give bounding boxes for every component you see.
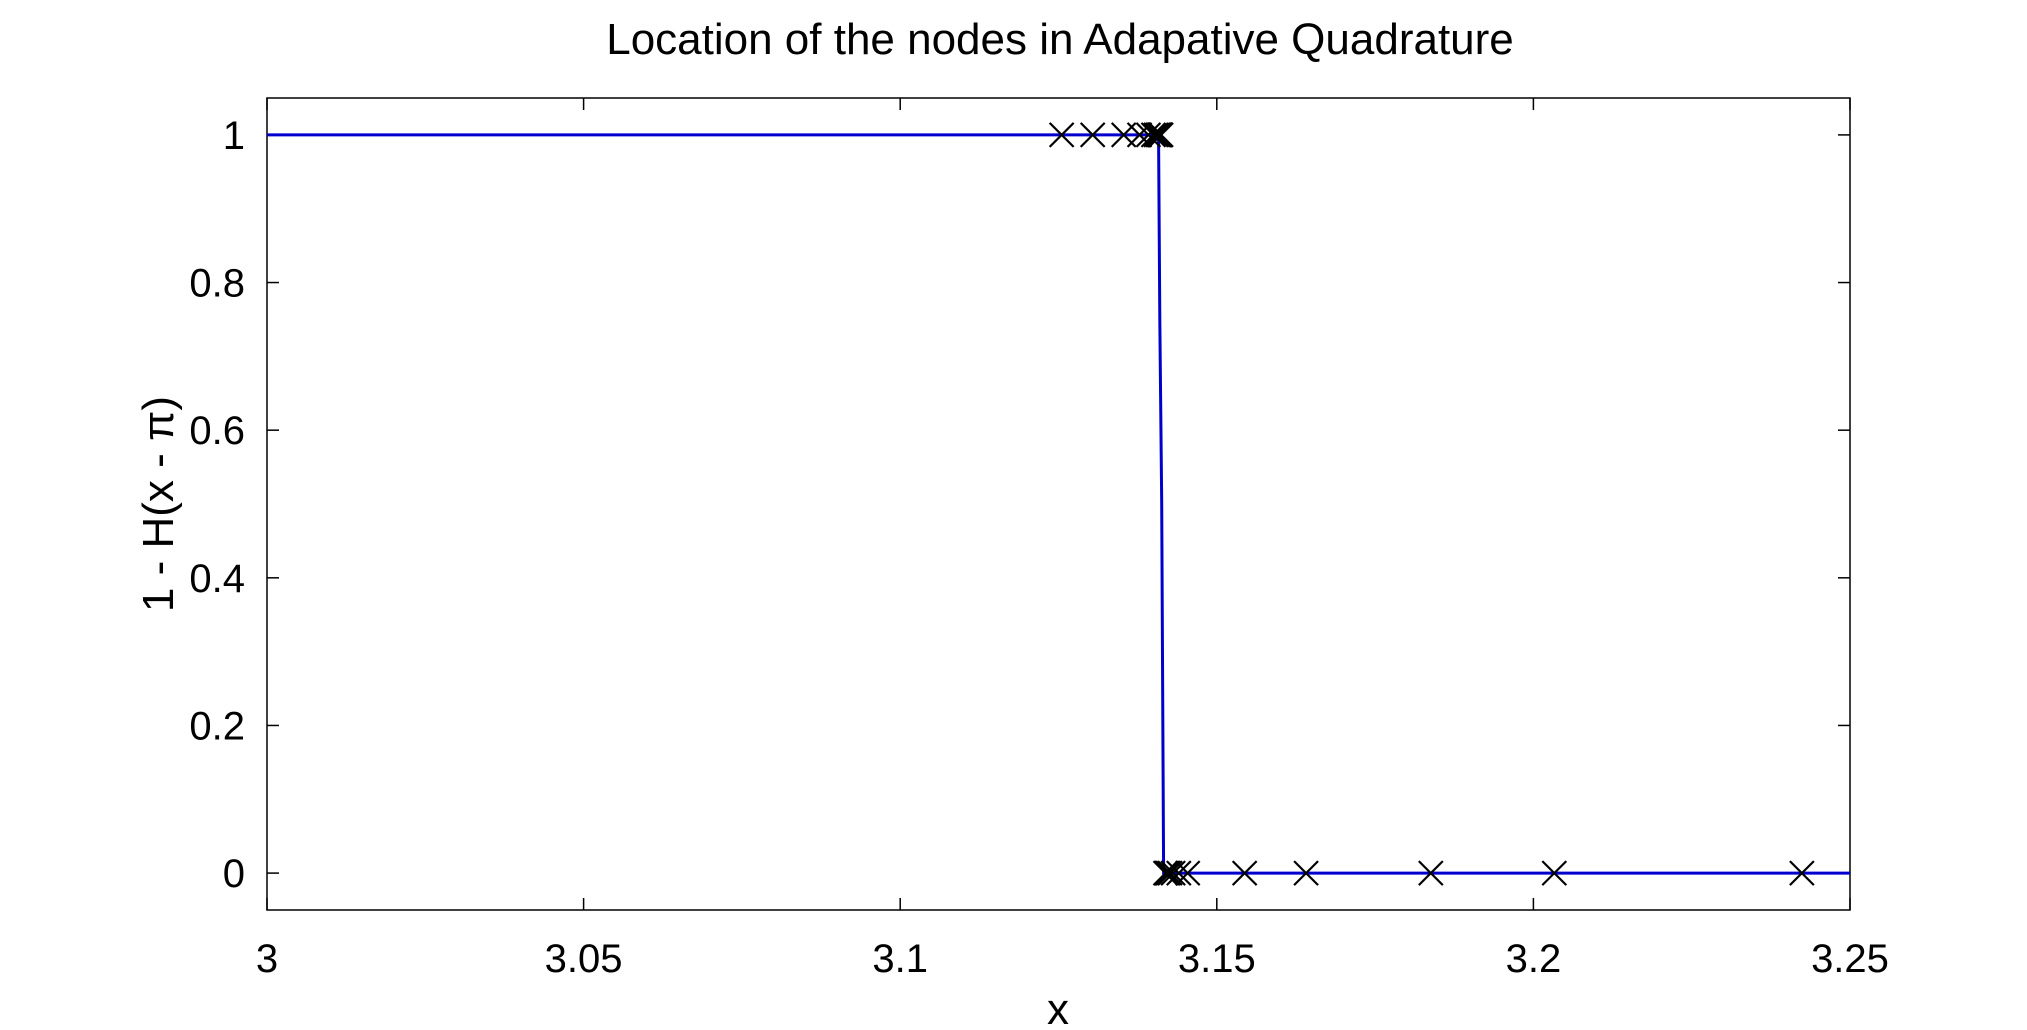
node-marker bbox=[1541, 860, 1568, 886]
node-marker bbox=[1140, 122, 1167, 148]
node-marker bbox=[1157, 860, 1183, 886]
y-tick-label: 0 bbox=[223, 852, 245, 896]
chart-title: Location of the nodes in Adapative Quadr… bbox=[606, 15, 1514, 64]
x-tick-label: 3.25 bbox=[1811, 937, 1889, 981]
y-axis-label: 1 - H(x - π) bbox=[134, 396, 183, 612]
node-marker bbox=[1174, 860, 1201, 886]
node-marker bbox=[1155, 860, 1181, 886]
node-marker bbox=[1135, 122, 1162, 148]
x-tick-label: 3 bbox=[256, 937, 278, 981]
node-marker bbox=[1143, 122, 1169, 148]
node-marker bbox=[1231, 860, 1258, 886]
y-axis: 0 0.2 0.4 0.6 0.8 1 bbox=[189, 114, 1850, 896]
x-axis-label: x bbox=[1047, 985, 1069, 1030]
series-layer bbox=[267, 122, 1850, 886]
node-marker bbox=[1048, 122, 1075, 148]
y-tick-label: 1 bbox=[223, 114, 245, 158]
y-tick-label: 0.2 bbox=[189, 704, 245, 748]
node-marker bbox=[1293, 860, 1319, 886]
node-marker bbox=[1418, 860, 1444, 886]
node-marker bbox=[1789, 860, 1815, 886]
x-axis: 3 3.05 3.1 3.15 3.2 3.25 bbox=[256, 98, 1889, 981]
node-marker bbox=[1166, 860, 1192, 886]
y-tick-label: 0.4 bbox=[189, 557, 245, 601]
y-tick-label: 0.6 bbox=[189, 409, 245, 453]
y-tick-label: 0.8 bbox=[189, 262, 245, 306]
node-marker bbox=[1148, 122, 1174, 148]
node-marker bbox=[1079, 122, 1106, 148]
x-tick-label: 3.1 bbox=[872, 937, 928, 981]
x-tick-label: 3.2 bbox=[1506, 937, 1562, 981]
x-tick-label: 3.05 bbox=[545, 937, 623, 981]
x-tick-label: 3.15 bbox=[1178, 937, 1256, 981]
plot-area bbox=[266, 97, 1851, 911]
series-line bbox=[267, 133, 1850, 875]
